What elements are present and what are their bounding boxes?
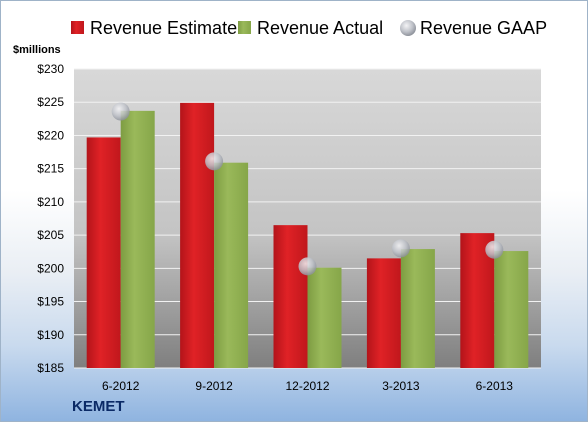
- point-revenue-gaap: [205, 152, 224, 171]
- y-tick-label: $195: [37, 295, 64, 309]
- bar-revenue-estimate: [273, 225, 308, 368]
- point-revenue-gaap: [111, 102, 130, 121]
- x-tick-label: 12-2012: [285, 379, 329, 393]
- y-tick-label: $230: [37, 62, 64, 76]
- y-tick-label: $210: [37, 195, 64, 209]
- bar-revenue-actual: [307, 267, 342, 368]
- y-tick-label: $220: [37, 128, 64, 142]
- y-tick-label: $205: [37, 228, 64, 242]
- bar-revenue-actual: [494, 251, 529, 368]
- legend-swatch-gaap: [400, 20, 416, 36]
- legend-label: Revenue Estimate: [90, 18, 237, 38]
- bar-revenue-estimate: [86, 137, 121, 368]
- x-tick-label: 3-2013: [382, 379, 420, 393]
- y-tick-label: $225: [37, 95, 64, 109]
- legend-swatch-estimate: [71, 21, 84, 34]
- y-tick-label: $190: [37, 328, 64, 342]
- legend-swatch-actual: [238, 21, 251, 34]
- y-tick-label: $200: [37, 261, 64, 275]
- legend-label: Revenue Actual: [257, 18, 383, 38]
- bar-revenue-estimate: [180, 102, 215, 369]
- x-tick-label: 9-2012: [195, 379, 233, 393]
- point-revenue-gaap: [298, 257, 317, 276]
- y-tick-label: $185: [37, 361, 64, 375]
- bar-revenue-actual: [120, 110, 155, 369]
- x-tick-label: 6-2012: [102, 379, 140, 393]
- company-name: KEMET: [72, 398, 125, 415]
- bar-revenue-actual: [400, 249, 435, 368]
- bar-revenue-estimate: [366, 258, 401, 368]
- y-unit-label: $millions: [13, 44, 61, 56]
- x-tick-label: 6-2013: [476, 379, 514, 393]
- point-revenue-gaap: [391, 239, 410, 258]
- y-tick-label: $215: [37, 162, 64, 176]
- point-revenue-gaap: [485, 240, 504, 259]
- bar-revenue-actual: [214, 162, 249, 368]
- legend-label: Revenue GAAP: [420, 18, 547, 38]
